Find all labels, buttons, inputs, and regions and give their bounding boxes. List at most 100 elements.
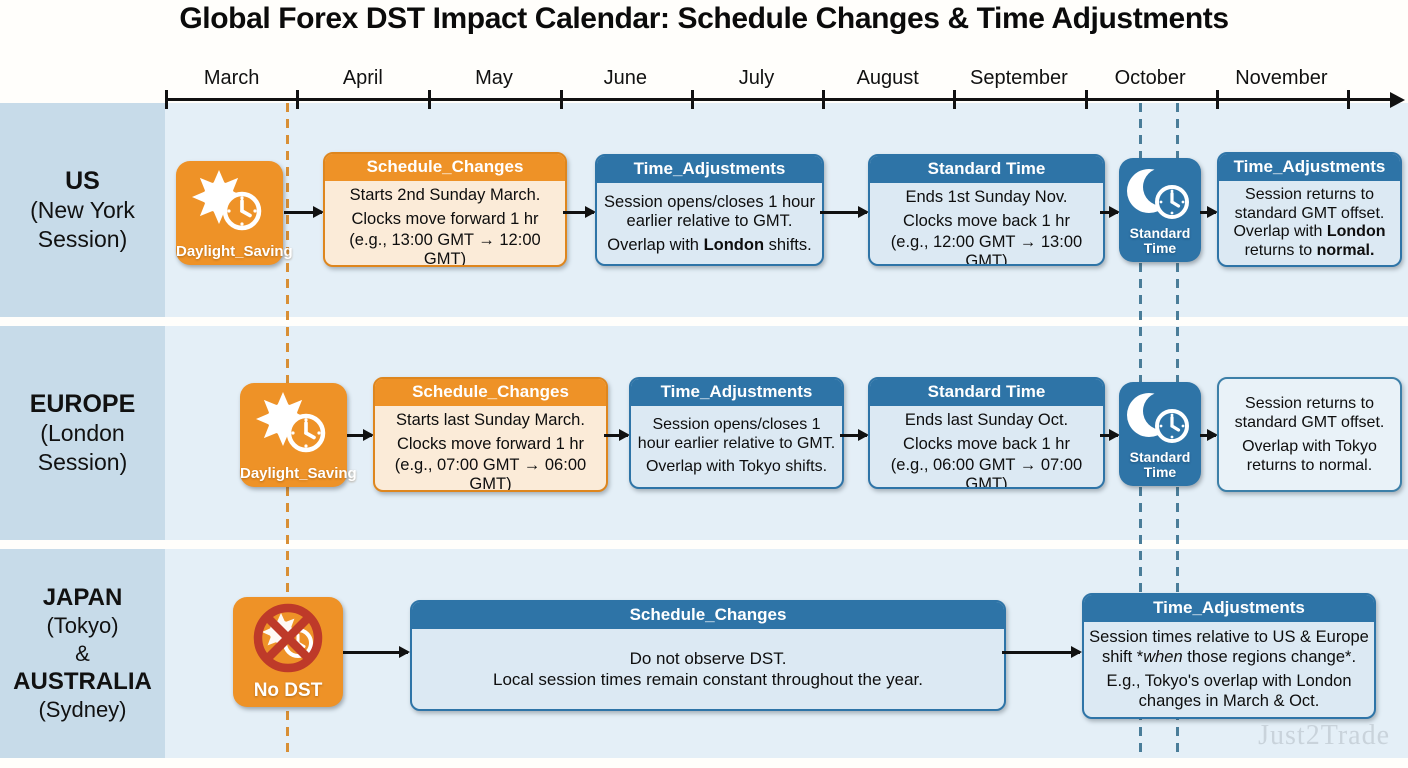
europe-label-line: EUROPE (29, 390, 136, 418)
box-text: Local session times remain constant thro… (493, 670, 923, 689)
flow-arrow (820, 211, 867, 214)
europe-standard-time-box: Standard Time Ends last Sunday Oct. Cloc… (868, 377, 1105, 489)
axis-tick (560, 90, 563, 109)
flow-arrow (1002, 651, 1080, 654)
box-text: Session opens/closes 1 hour earlier rela… (637, 416, 836, 452)
box-text: Session times relative to US & Europe sh… (1089, 628, 1369, 666)
icon-caption: Standard Time (1129, 449, 1191, 480)
timeline-month-labels: March April May June July August Septemb… (166, 67, 1347, 90)
flow-arrow (1200, 434, 1216, 437)
us-time-adjustments-return-box: Time_Adjustments Session returns to stan… (1217, 152, 1402, 267)
month-label: August (856, 67, 919, 89)
no-dst-icon: No DST (233, 597, 343, 707)
box-text: (e.g., 07:00 GMT → 06:00 GMT) (394, 456, 587, 492)
us-time-adjustments-box: Time_Adjustments Session opens/closes 1 … (595, 154, 824, 266)
box-text: Session returns to standard GMT offset. (1234, 186, 1385, 222)
axis-tick (1085, 90, 1088, 109)
box-text: Overlap with Tokyo shifts. (645, 458, 828, 476)
europe-label-line: Session) (37, 449, 128, 475)
europe-standard-time-icon: Standard Time (1119, 382, 1201, 486)
box-text: (e.g., 12:00 GMT → 13:00 GMT) (890, 233, 1083, 266)
us-label-line: (New York (30, 197, 135, 223)
sun-clock-icon (192, 170, 262, 231)
box-text: Ends 1st Sunday Nov. (905, 187, 1068, 206)
axis-tick (822, 90, 825, 109)
box-text: Session returns to standard GMT offset. (1234, 395, 1385, 431)
box-header: Time_Adjustments (631, 379, 842, 406)
month-label: October (1114, 67, 1186, 89)
us-standard-time-icon: Standard Time (1119, 158, 1201, 262)
box-header: Schedule_Changes (375, 379, 606, 406)
flow-arrow (563, 211, 594, 214)
box-header: Time_Adjustments (1084, 595, 1374, 622)
box-text: Clocks move forward 1 hr (351, 209, 539, 228)
japan-time-adjustments-box: Time_Adjustments Session times relative … (1082, 593, 1376, 719)
us-standard-time-box: Standard Time Ends 1st Sunday Nov. Clock… (868, 154, 1105, 266)
box-header: Standard Time (870, 379, 1103, 406)
us-daylight-saving-icon: Daylight_Saving (176, 161, 293, 265)
box-text: Clocks move forward 1 hr (396, 434, 585, 453)
flow-arrow (347, 434, 372, 437)
japan-label-line: JAPAN (42, 583, 123, 611)
flow-arrow (343, 651, 408, 654)
month-label: April (342, 67, 383, 89)
box-text: E.g., Tokyo's overlap with London change… (1106, 672, 1352, 710)
box-text: (e.g., 06:00 GMT → 07:00 GMT) (890, 456, 1083, 489)
japan-label-line: (Sydney) (38, 696, 127, 722)
sun-clock-icon (256, 392, 326, 453)
axis-tick (165, 90, 168, 109)
month-label: July (738, 67, 775, 89)
month-label: June (603, 67, 647, 89)
us-label-line: US (65, 167, 100, 195)
box-header: Standard Time (870, 156, 1103, 183)
box-header: Schedule_Changes (325, 154, 565, 181)
box-text: Overlap with Tokyo returns to normal. (1242, 438, 1377, 474)
month-label: March (203, 67, 260, 89)
icon-caption: Daylight_Saving (176, 243, 293, 260)
icon-caption: Daylight_Saving (240, 465, 357, 482)
month-label: November (1235, 67, 1328, 89)
icon-caption: No DST (253, 680, 323, 701)
japan-label-line: (Tokyo) (46, 612, 119, 638)
box-text: Session opens/closes 1 hour earlier rela… (604, 192, 815, 230)
box-text: Starts 2nd Sunday March. (349, 185, 541, 204)
japan-label-line: & (75, 640, 90, 666)
europe-time-adjustments-box: Time_Adjustments Session opens/closes 1 … (629, 377, 844, 489)
moon-clock-icon (1127, 168, 1189, 219)
axis-tick (296, 90, 299, 109)
europe-returns-to-normal-box: Session returns to standard GMT offset. … (1217, 377, 1402, 492)
axis-tick (691, 90, 694, 109)
box-text: Do not observe DST. (629, 649, 787, 668)
japan-schedule-changes-box: Schedule_Changes Do not observe DST. Loc… (410, 600, 1006, 711)
flow-arrow (284, 211, 322, 214)
box-header: Time_Adjustments (1219, 154, 1400, 181)
flow-arrow (1100, 211, 1118, 214)
europe-daylight-saving-icon: Daylight_Saving (240, 383, 357, 487)
box-text: Starts last Sunday March. (396, 410, 585, 429)
flow-arrow (1100, 434, 1118, 437)
flow-arrow (840, 434, 867, 437)
month-label: September (970, 67, 1068, 89)
us-session-label: US (New York Session) (0, 103, 165, 317)
europe-schedule-changes-box: Schedule_Changes Starts last Sunday Marc… (373, 377, 608, 492)
icon-caption: Standard Time (1129, 225, 1191, 256)
box-text: Overlap with London shifts. (607, 235, 812, 254)
europe-label-line: (London (40, 420, 125, 446)
europe-session-label: EUROPE (London Session) (0, 326, 165, 540)
axis-tick (953, 90, 956, 109)
box-text: (e.g., 13:00 GMT → 12:00 GMT) (349, 231, 541, 267)
us-schedule-changes-box: Schedule_Changes Starts 2nd Sunday March… (323, 152, 567, 267)
axis-tick (428, 90, 431, 109)
box-text: Clocks move back 1 hr (903, 211, 1070, 230)
box-text: Ends last Sunday Oct. (904, 410, 1069, 429)
japan-label-line: AUSTRALIA (13, 667, 152, 695)
timeline-axis (165, 98, 1393, 101)
box-text: Overlap with London returns to normal. (1233, 223, 1386, 259)
flow-arrow (1200, 211, 1216, 214)
month-label: May (475, 67, 513, 89)
box-text: Clocks move back 1 hr (903, 434, 1070, 453)
page-title: Global Forex DST Impact Calendar: Schedu… (179, 2, 1229, 35)
timeline-arrowhead-icon (1390, 91, 1405, 108)
japan-australia-session-label: JAPAN (Tokyo) & AUSTRALIA (Sydney) (0, 549, 165, 758)
